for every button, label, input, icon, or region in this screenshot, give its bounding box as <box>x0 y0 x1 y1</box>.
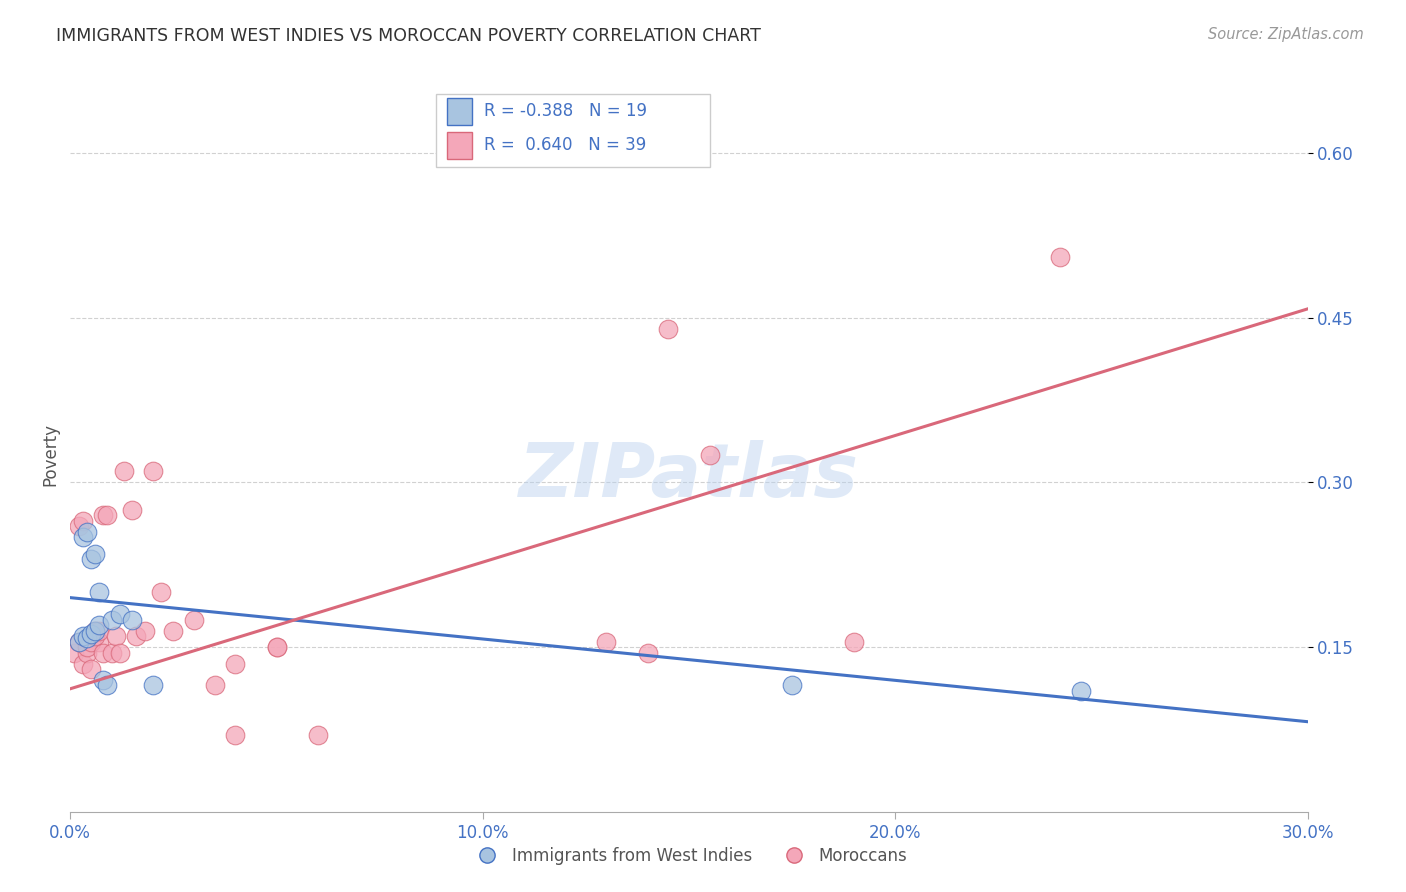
Point <box>80 662 103 676</box>
Point <box>96 508 118 523</box>
Point <box>72 514 94 528</box>
Legend: Immigrants from West Indies, Moroccans: Immigrants from West Indies, Moroccans <box>464 840 914 871</box>
Point <box>80 627 103 641</box>
Text: Source: ZipAtlas.com: Source: ZipAtlas.com <box>1208 27 1364 42</box>
Point <box>89 618 111 632</box>
Point <box>125 629 148 643</box>
Point <box>84 629 107 643</box>
Point <box>1070 684 1092 698</box>
Point <box>121 503 143 517</box>
Point <box>112 464 135 478</box>
Point <box>91 646 114 660</box>
Y-axis label: Poverty: Poverty <box>41 424 59 486</box>
Point <box>637 646 659 660</box>
Text: R =  0.640   N = 39: R = 0.640 N = 39 <box>484 136 645 154</box>
Point <box>84 547 107 561</box>
Point <box>89 585 111 599</box>
Point <box>76 640 98 654</box>
Point <box>84 624 107 638</box>
Point <box>1049 250 1071 264</box>
Point <box>84 624 107 638</box>
Point <box>183 613 205 627</box>
Point <box>104 629 127 643</box>
Point <box>657 321 679 335</box>
Point <box>67 519 90 533</box>
Point <box>100 646 122 660</box>
Point <box>121 613 143 627</box>
Point <box>204 678 226 692</box>
Point <box>89 634 111 648</box>
Point <box>91 508 114 523</box>
Point <box>96 678 118 692</box>
Point <box>266 640 288 654</box>
Point <box>842 634 865 648</box>
Point <box>63 646 86 660</box>
Point <box>67 634 90 648</box>
Text: ZIPatlas: ZIPatlas <box>519 440 859 513</box>
Point <box>224 728 246 742</box>
Point <box>80 634 103 648</box>
Point <box>142 678 165 692</box>
Text: IMMIGRANTS FROM WEST INDIES VS MOROCCAN POVERTY CORRELATION CHART: IMMIGRANTS FROM WEST INDIES VS MOROCCAN … <box>56 27 761 45</box>
Point <box>108 607 131 621</box>
Point <box>76 524 98 539</box>
Point <box>162 624 184 638</box>
Point <box>780 678 803 692</box>
Point <box>91 673 114 687</box>
Point <box>150 585 173 599</box>
Point <box>224 657 246 671</box>
Point <box>76 632 98 646</box>
Point <box>72 530 94 544</box>
Point <box>134 624 156 638</box>
Point <box>80 552 103 566</box>
Text: R = -0.388   N = 19: R = -0.388 N = 19 <box>484 103 647 120</box>
Point <box>108 646 131 660</box>
Point <box>100 613 122 627</box>
Point <box>699 448 721 462</box>
Point <box>307 728 329 742</box>
Point <box>89 624 111 638</box>
Point <box>67 634 90 648</box>
Point <box>142 464 165 478</box>
Point <box>72 629 94 643</box>
Point <box>266 640 288 654</box>
Point <box>76 646 98 660</box>
Point <box>72 657 94 671</box>
Point <box>595 634 617 648</box>
